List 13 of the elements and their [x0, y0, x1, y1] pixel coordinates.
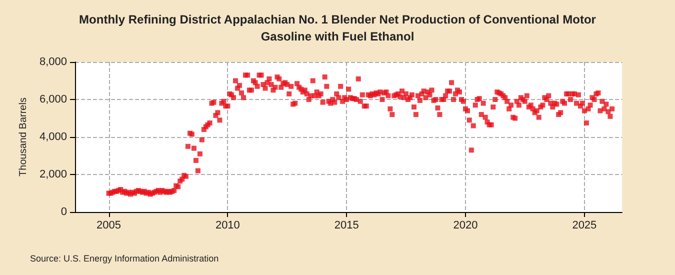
- y-tick-label: 8,000: [39, 56, 67, 68]
- chart-title: Monthly Refining District Appalachian No. 1 Blender Net Production of Conventional Motor Gasoline with Fuel Ethanol: [79, 12, 596, 44]
- y-tick-label: 6,000: [39, 94, 67, 106]
- x-tick-label: 2010: [215, 220, 240, 232]
- x-tick-label: 2025: [572, 220, 597, 232]
- y-tick-label: 0: [60, 206, 67, 218]
- y-tick-label: 2,000: [39, 168, 67, 180]
- x-tick-label: 2015: [334, 220, 359, 232]
- x-tick-label: 2020: [453, 220, 478, 232]
- y-axis-title: Thousand Barrels: [18, 98, 30, 176]
- y-tick-label: 4,000: [39, 131, 67, 143]
- source-note: Source: U.S. Energy Information Administration: [30, 254, 219, 264]
- x-tick-label: 2005: [96, 220, 122, 232]
